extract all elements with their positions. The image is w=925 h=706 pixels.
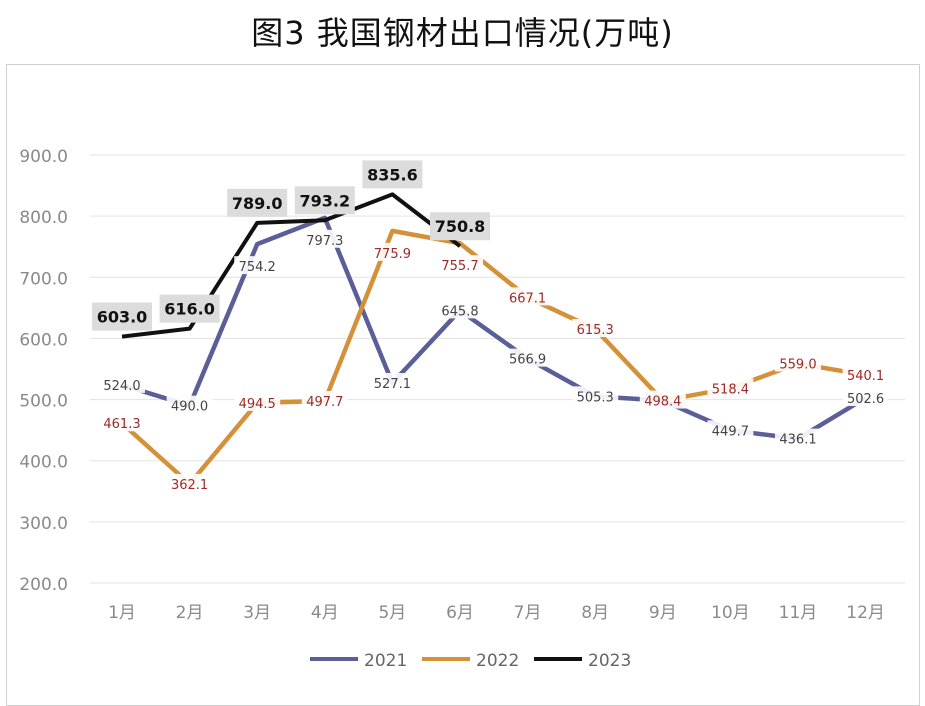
x-tick-label: 10月 xyxy=(711,603,750,623)
data-label-bg xyxy=(707,420,754,439)
data-label: 540.1 xyxy=(847,369,884,384)
y-tick-label: 500.0 xyxy=(19,392,68,412)
data-label-bg xyxy=(166,473,213,492)
data-label-box xyxy=(430,212,490,241)
data-label: 490.0 xyxy=(171,400,208,415)
data-label: 461.3 xyxy=(103,417,140,432)
data-label: 559.0 xyxy=(779,357,816,372)
x-tick-label: 3月 xyxy=(243,603,271,623)
data-label-bg xyxy=(572,319,619,338)
data-label-bg xyxy=(234,256,281,275)
y-tick-label: 400.0 xyxy=(19,453,68,473)
series-line-2023 xyxy=(121,192,462,339)
data-label: 436.1 xyxy=(779,433,816,448)
data-label-bg xyxy=(369,373,416,392)
data-label-bg xyxy=(572,386,619,405)
data-label: 524.0 xyxy=(103,379,140,394)
data-label: 793.2 xyxy=(299,191,350,210)
legend-label: 2022 xyxy=(476,651,519,671)
x-tick-label: 1月 xyxy=(108,603,136,623)
data-label-box xyxy=(92,302,152,331)
y-tick-label: 200.0 xyxy=(19,575,68,595)
data-label: 667.1 xyxy=(509,291,546,306)
data-label-box xyxy=(159,294,220,323)
data-label: 527.1 xyxy=(374,377,411,392)
data-label-bg xyxy=(504,287,551,306)
data-label-bg xyxy=(234,392,281,411)
data-label: 566.9 xyxy=(509,353,546,368)
data-label: 494.5 xyxy=(239,397,276,412)
data-label-bg xyxy=(707,378,754,397)
x-tick-label: 6月 xyxy=(446,603,474,623)
y-tick-label: 800.0 xyxy=(19,208,68,228)
data-label: 518.4 xyxy=(712,382,749,397)
data-label-box xyxy=(294,186,355,215)
chart-title: 图3 我国钢材出口情况(万吨) xyxy=(251,14,674,52)
data-label-box xyxy=(362,160,423,189)
data-label-bg xyxy=(639,390,686,409)
line-chart: 200.0 300.0 400.0 500.0 600.0 700.0 800.0 900.0… xyxy=(19,147,905,671)
y-tick-label: 600.0 xyxy=(19,330,68,350)
y-tick-label: 300.0 xyxy=(19,514,68,534)
data-label: 505.3 xyxy=(577,390,614,405)
x-tick-label: 4月 xyxy=(311,603,339,623)
data-label: 498.4 xyxy=(644,395,681,410)
x-tick-label: 7月 xyxy=(514,603,542,623)
data-label: 835.6 xyxy=(367,165,418,184)
data-label-bg xyxy=(301,390,348,409)
y-tick-label: 700.0 xyxy=(19,269,68,289)
x-tick-label: 12月 xyxy=(846,603,885,623)
data-label: 789.0 xyxy=(232,194,283,213)
data-label: 615.3 xyxy=(577,323,614,338)
data-label-bg xyxy=(99,413,145,432)
data-label-bg xyxy=(775,428,821,447)
data-label-bg xyxy=(842,387,889,406)
data-label: 755.7 xyxy=(441,259,478,274)
data-label: 616.0 xyxy=(164,300,215,319)
x-tick-label: 11月 xyxy=(779,603,818,623)
data-label: 645.8 xyxy=(441,304,478,319)
x-tick-label: 5月 xyxy=(378,603,406,623)
x-tick-label: 8月 xyxy=(581,603,609,623)
data-label-bg xyxy=(301,229,348,248)
data-label: 603.0 xyxy=(97,308,148,327)
data-label-bg xyxy=(842,365,889,384)
legend-label: 2023 xyxy=(588,651,631,671)
data-label: 775.9 xyxy=(374,247,411,262)
data-label-bg xyxy=(99,374,145,393)
data-label-bg xyxy=(504,348,551,367)
y-tick-label: 900.0 xyxy=(19,147,68,167)
legend-label: 2021 xyxy=(364,651,407,671)
data-label-box xyxy=(227,188,288,217)
data-label-bg xyxy=(369,242,416,261)
x-tick-label: 9月 xyxy=(649,603,677,623)
data-label: 754.2 xyxy=(239,260,276,275)
data-label: 502.6 xyxy=(847,392,884,407)
data-label-bg xyxy=(166,395,213,414)
data-label: 497.7 xyxy=(306,395,343,410)
data-label: 797.3 xyxy=(306,234,343,249)
series-line-2022 xyxy=(120,228,866,487)
data-label-bg xyxy=(437,300,483,319)
x-tick-label: 2月 xyxy=(176,603,204,623)
series-line-2021 xyxy=(121,215,867,441)
data-label-bg xyxy=(437,255,483,274)
data-label: 750.8 xyxy=(435,217,486,236)
data-label: 449.7 xyxy=(712,424,749,439)
data-label-bg xyxy=(775,353,821,372)
data-label: 362.1 xyxy=(171,478,208,493)
